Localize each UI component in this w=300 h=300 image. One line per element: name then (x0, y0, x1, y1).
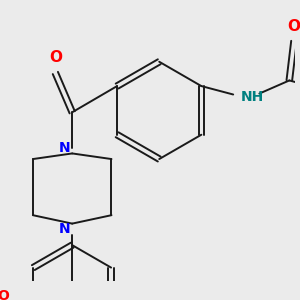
Text: NH: NH (241, 90, 264, 104)
Text: O: O (287, 19, 300, 34)
Text: O: O (49, 50, 62, 65)
Text: N: N (59, 222, 70, 236)
Text: N: N (59, 141, 70, 155)
Text: O: O (0, 289, 9, 300)
